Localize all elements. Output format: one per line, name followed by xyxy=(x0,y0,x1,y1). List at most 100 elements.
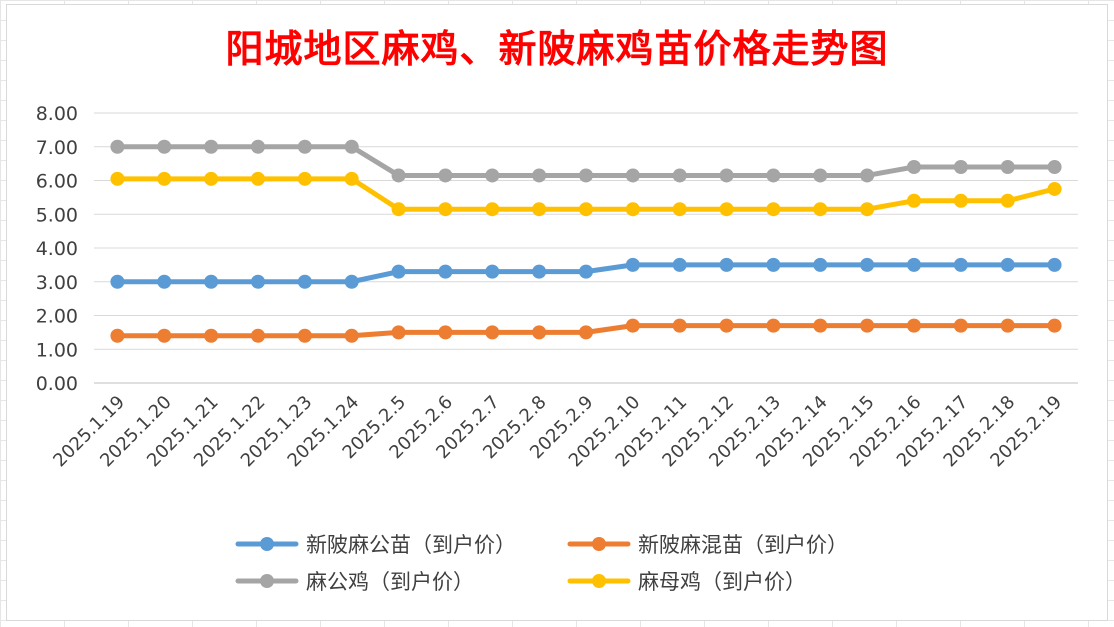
data-point xyxy=(1047,181,1062,196)
data-point xyxy=(438,168,453,183)
data-point xyxy=(297,171,312,186)
data-point xyxy=(485,168,500,183)
data-point xyxy=(344,171,359,186)
data-point xyxy=(672,318,687,333)
data-point xyxy=(719,202,734,217)
data-point xyxy=(1000,160,1015,174)
data-point xyxy=(251,171,265,186)
data-point xyxy=(860,257,875,272)
legend-marker xyxy=(260,537,274,551)
data-point xyxy=(485,325,500,340)
data-point xyxy=(297,139,312,154)
data-point xyxy=(391,202,406,217)
y-tick-label: 3.00 xyxy=(36,272,78,294)
chart-title: 阳城地区麻鸡、新陂麻鸡苗价格走势图 xyxy=(225,26,889,71)
data-point xyxy=(672,168,687,183)
data-point xyxy=(907,160,921,174)
data-point xyxy=(391,325,406,340)
legend-label: 新陂麻混苗（到户价） xyxy=(638,533,848,557)
data-point xyxy=(860,168,875,183)
data-point xyxy=(532,202,547,217)
y-tick-label: 0.00 xyxy=(36,373,78,395)
data-point xyxy=(344,274,359,289)
data-point xyxy=(485,264,500,279)
data-point xyxy=(672,257,687,272)
data-point xyxy=(532,325,547,340)
data-point xyxy=(204,328,219,343)
data-point xyxy=(719,257,734,272)
data-point xyxy=(907,257,921,272)
data-point xyxy=(766,202,781,217)
data-point xyxy=(579,202,593,217)
data-point xyxy=(907,193,921,208)
legend-marker xyxy=(592,537,606,551)
data-point xyxy=(719,168,734,183)
data-point xyxy=(1047,318,1062,333)
data-point xyxy=(204,274,219,289)
data-point xyxy=(579,264,593,279)
data-point xyxy=(157,328,172,343)
legend-label: 麻母鸡（到户价） xyxy=(638,570,806,594)
data-point xyxy=(110,139,125,154)
data-point xyxy=(766,318,781,333)
data-point xyxy=(297,328,312,343)
data-point xyxy=(110,328,125,343)
data-point xyxy=(1047,160,1062,174)
data-point xyxy=(813,202,828,217)
data-point xyxy=(860,318,875,333)
data-point xyxy=(485,202,500,217)
data-point xyxy=(1000,318,1015,333)
data-point xyxy=(391,264,406,279)
data-point xyxy=(907,318,921,333)
data-point xyxy=(1047,257,1062,272)
data-point xyxy=(204,171,219,186)
data-point xyxy=(438,325,453,340)
data-point xyxy=(438,264,453,279)
data-point xyxy=(953,160,968,174)
data-point xyxy=(251,139,265,154)
data-point xyxy=(813,257,828,272)
data-point xyxy=(251,328,265,343)
legend-marker xyxy=(260,574,274,588)
data-point xyxy=(625,168,640,183)
data-point xyxy=(1000,193,1015,208)
legend-label: 新陂麻公苗（到户价） xyxy=(306,533,516,557)
data-point xyxy=(766,168,781,183)
data-point xyxy=(579,325,593,340)
y-tick-label: 5.00 xyxy=(36,204,78,226)
data-point xyxy=(1000,257,1015,272)
data-point xyxy=(625,202,640,217)
y-tick-label: 2.00 xyxy=(36,306,78,328)
data-point xyxy=(953,318,968,333)
data-point xyxy=(344,139,359,154)
data-point xyxy=(953,193,968,208)
data-point xyxy=(391,168,406,183)
data-point xyxy=(157,171,172,186)
y-tick-label: 1.00 xyxy=(36,339,78,361)
data-point xyxy=(110,171,125,186)
y-tick-label: 4.00 xyxy=(36,238,78,260)
y-tick-label: 6.00 xyxy=(36,171,78,193)
legend-label: 麻公鸡（到户价） xyxy=(306,570,474,594)
legend-marker xyxy=(592,574,606,588)
data-point xyxy=(953,257,968,272)
data-point xyxy=(860,202,875,217)
data-point xyxy=(157,274,172,289)
data-point xyxy=(625,318,640,333)
data-point xyxy=(110,274,125,289)
data-point xyxy=(813,318,828,333)
data-point xyxy=(625,257,640,272)
data-point xyxy=(251,274,265,289)
data-point xyxy=(297,274,312,289)
chart-area xyxy=(6,4,1108,621)
data-point xyxy=(438,202,453,217)
y-tick-label: 7.00 xyxy=(36,137,78,159)
data-point xyxy=(532,264,547,279)
y-tick-label: 8.00 xyxy=(36,103,78,125)
data-point xyxy=(204,139,219,154)
data-point xyxy=(157,139,172,154)
data-point xyxy=(813,168,828,183)
data-point xyxy=(672,202,687,217)
